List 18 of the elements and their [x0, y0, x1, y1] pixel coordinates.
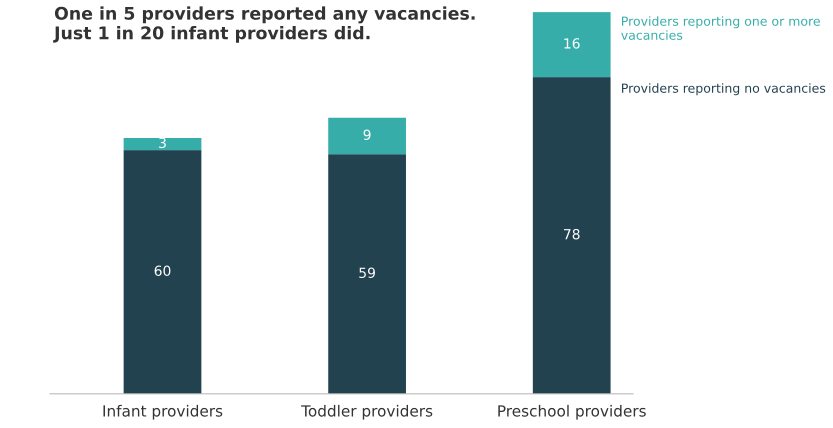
chart-title: One in 5 providers reported any vacancies. Just 1 in 20 infant providers did.	[53, 6, 475, 43]
series-label: Providers reporting no vacancies	[622, 83, 826, 96]
data-label: 59	[359, 268, 375, 278]
bar	[328, 118, 406, 154]
x-tick-label: Preschool providers	[498, 404, 646, 420]
data-label: 60	[154, 265, 170, 276]
x-tick-label: Infant providers	[103, 404, 222, 420]
bar	[328, 154, 406, 394]
bar	[532, 77, 611, 394]
bar	[532, 12, 611, 78]
bar	[124, 150, 202, 394]
data-label: 9	[364, 129, 371, 140]
data-label: 16	[564, 38, 580, 49]
x-tick-label: Toddler providers	[301, 404, 432, 420]
data-label: 3	[159, 138, 166, 148]
data-label: 78	[564, 228, 580, 240]
bar	[124, 138, 202, 150]
series-label: Providers reporting one or more vacancies	[621, 16, 820, 40]
